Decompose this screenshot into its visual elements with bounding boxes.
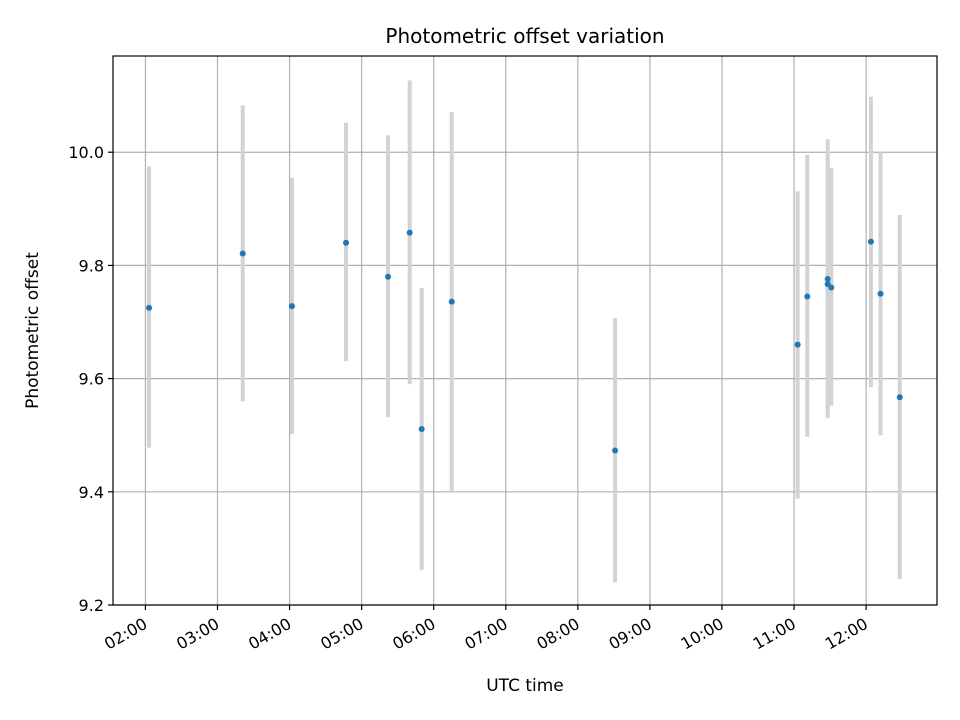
x-tick-label: 05:00 [317, 614, 366, 654]
y-tick-label: 9.2 [79, 596, 104, 615]
y-axis-title: Photometric offset [23, 252, 43, 409]
data-point [146, 304, 153, 311]
data-point [406, 229, 413, 236]
data-points [146, 229, 903, 454]
x-axis-title: UTC time [486, 676, 564, 696]
x-tick-label: 06:00 [389, 614, 438, 654]
x-tick-label: 10:00 [678, 614, 727, 654]
axis-ticks: 02:00 03:00 04:00 05:00 06:00 07:00 08:00 09:00… [68, 143, 871, 653]
data-point [288, 303, 295, 310]
y-tick-label: 9.4 [79, 483, 104, 502]
data-point [794, 341, 801, 348]
x-tick-label: 12:00 [822, 614, 871, 654]
data-point [448, 298, 455, 305]
data-point [896, 394, 903, 401]
data-point [612, 447, 619, 454]
data-point [239, 250, 246, 257]
grid [113, 56, 937, 606]
data-point [824, 275, 831, 282]
error-bars [147, 80, 902, 583]
data-point [343, 239, 350, 246]
data-point [877, 290, 884, 297]
data-point [867, 238, 874, 245]
y-tick-label: 9.8 [79, 256, 104, 275]
chart-title: Photometric offset variation [385, 24, 664, 48]
y-tick-label: 10.0 [68, 143, 104, 162]
y-tick-label: 9.6 [79, 370, 104, 389]
x-tick-label: 09:00 [605, 614, 654, 654]
x-tick-label: 08:00 [533, 614, 582, 654]
plot-frame [112, 55, 938, 606]
x-tick-label: 04:00 [245, 614, 294, 654]
x-tick-label: 03:00 [173, 614, 222, 654]
data-point [804, 293, 811, 300]
data-point [828, 284, 835, 291]
data-point [418, 425, 425, 432]
x-tick-label: 11:00 [750, 614, 799, 654]
data-point [385, 273, 392, 280]
x-tick-label: 07:00 [461, 614, 510, 654]
x-tick-label: 02:00 [101, 614, 150, 654]
